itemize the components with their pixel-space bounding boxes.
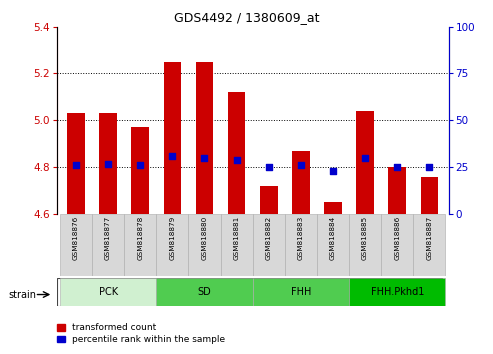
Bar (132, 127, 149, 214)
Bar (349, 278, 445, 306)
Point (201, 155, 209, 161)
Bar (99, 113, 117, 214)
Text: GSM818877: GSM818877 (105, 216, 111, 260)
Text: GSM818883: GSM818883 (298, 216, 304, 260)
Point (393, 165, 401, 170)
Point (425, 165, 433, 170)
Point (72, 162, 80, 168)
Bar (220, 214, 253, 276)
Text: GSM818886: GSM818886 (394, 216, 400, 260)
Text: GSM818876: GSM818876 (73, 216, 79, 260)
Bar (324, 202, 342, 214)
Point (297, 162, 305, 168)
Text: GSM818887: GSM818887 (426, 216, 432, 260)
Text: GSM818885: GSM818885 (362, 216, 368, 260)
Bar (124, 214, 156, 276)
Bar (253, 278, 349, 306)
Bar (156, 278, 253, 306)
Bar (253, 214, 285, 276)
Point (361, 155, 369, 161)
Bar (164, 62, 181, 214)
Legend: transformed count, percentile rank within the sample: transformed count, percentile rank withi… (54, 320, 229, 348)
Text: GSM818882: GSM818882 (266, 216, 272, 260)
Bar (356, 111, 374, 214)
Point (265, 165, 273, 170)
Bar (292, 151, 310, 214)
Text: GDS4492 / 1380609_at: GDS4492 / 1380609_at (174, 11, 319, 24)
Text: FHH: FHH (291, 287, 311, 297)
Text: FHH.Pkhd1: FHH.Pkhd1 (371, 287, 424, 297)
Bar (67, 113, 85, 214)
Bar (60, 214, 92, 276)
Text: strain: strain (9, 290, 37, 299)
Bar (60, 278, 156, 306)
Bar (317, 214, 349, 276)
Bar (156, 214, 188, 276)
Text: GSM818884: GSM818884 (330, 216, 336, 260)
Bar (421, 177, 438, 214)
Bar (413, 214, 445, 276)
Text: PCK: PCK (99, 287, 118, 297)
Point (169, 153, 176, 159)
Bar (188, 214, 220, 276)
Bar (349, 214, 381, 276)
Point (104, 161, 112, 166)
Bar (260, 186, 278, 214)
Text: GSM818881: GSM818881 (234, 216, 240, 260)
Bar (92, 214, 124, 276)
Bar (381, 214, 413, 276)
Bar (388, 167, 406, 214)
Text: SD: SD (198, 287, 211, 297)
Bar (285, 214, 317, 276)
Point (233, 157, 241, 162)
Text: GSM818879: GSM818879 (170, 216, 176, 260)
Text: GSM818878: GSM818878 (137, 216, 143, 260)
Point (329, 168, 337, 174)
Bar (228, 92, 246, 214)
Point (136, 162, 144, 168)
Text: GSM818880: GSM818880 (202, 216, 208, 260)
Bar (196, 62, 213, 214)
